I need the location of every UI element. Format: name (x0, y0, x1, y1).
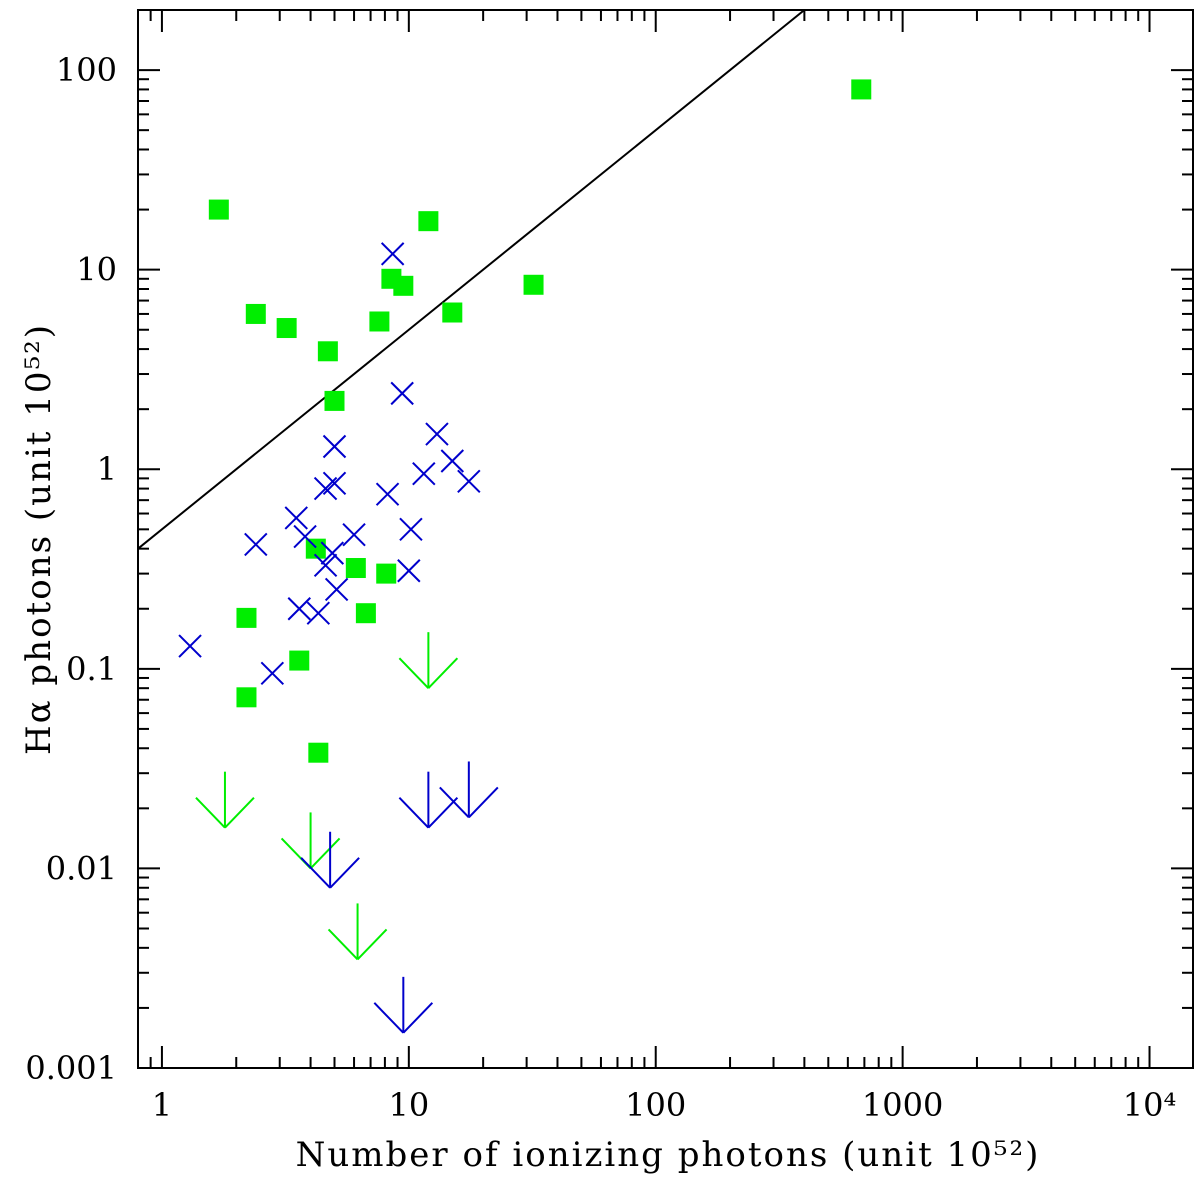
y-tick-label: 100 (56, 51, 117, 89)
blue-cross-point (425, 422, 449, 446)
green-square-point (418, 211, 439, 232)
y-tick-label: 0.001 (25, 1049, 117, 1087)
blue-cross-point (390, 381, 414, 406)
y-tick-label: 0.01 (46, 849, 117, 887)
green-square-point (208, 199, 229, 220)
blue-cross-point (440, 449, 465, 473)
upper-limit-arrow (398, 771, 459, 829)
green-square-point (276, 318, 297, 339)
blue-cross-point (320, 541, 345, 565)
x-axis-title: Number of ionizing photons (unit 10⁵²) (296, 1135, 1041, 1175)
x-tick-label: 10⁴ (1123, 1086, 1177, 1124)
x-tick-label: 100 (625, 1086, 686, 1124)
upper-limit-arrow (300, 831, 360, 889)
blue-cross-point (293, 524, 317, 549)
tick-labels: 1 10 100 1000 10⁴ 0.001 0.01 0.1 1 10 100 (25, 51, 1176, 1124)
blue-cross-point (322, 434, 347, 459)
blue-cross-point (284, 506, 308, 530)
y-tick-label: 10 (76, 251, 117, 289)
blue-cross-point (457, 469, 481, 494)
green-square-point (355, 603, 376, 624)
blue-cross-point (342, 522, 366, 547)
blue-cross-point (178, 634, 202, 658)
green-square-point (236, 607, 257, 628)
y-axis-title: Hα photons (unit 10⁵²) (19, 323, 59, 755)
blue-cross-point (397, 559, 421, 583)
green-square-point (851, 79, 872, 100)
upper-limit-arrow (195, 771, 255, 829)
blue-cross-point (260, 661, 285, 685)
blue-cross-point (399, 517, 423, 542)
green-square-point (236, 687, 257, 708)
blue-cross-point (324, 577, 349, 602)
x-tick-label: 1 (152, 1086, 172, 1124)
blue-cross-point (313, 476, 338, 501)
upper-limit-arrow (398, 632, 459, 689)
axis-ticks (137, 9, 1193, 1069)
blue-cross-point (244, 532, 268, 557)
y-tick-label: 1 (97, 450, 117, 488)
green-square-point (369, 311, 390, 332)
reference-line-layer (138, 10, 806, 550)
blue-cross-point (375, 482, 400, 506)
green-square-point (317, 341, 338, 362)
green-square-point (245, 303, 266, 324)
blue-cross-point (380, 242, 405, 266)
blue-cross-point (287, 597, 311, 621)
blue-cross-point (306, 601, 331, 625)
blue-cross-point (412, 461, 436, 486)
x-tick-label: 10 (388, 1086, 429, 1124)
blue-cross-point (313, 553, 338, 578)
plot-frame (137, 9, 1194, 1069)
green-square-point (376, 563, 397, 584)
data-points (178, 79, 872, 1034)
x-tick-label: 1000 (862, 1086, 943, 1124)
green-square-point (324, 390, 345, 411)
reference-line (138, 10, 806, 550)
green-square-point (289, 650, 310, 671)
green-square-point (393, 275, 414, 296)
green-square-point (345, 558, 366, 579)
upper-limit-arrow (327, 903, 388, 961)
green-square-point (442, 302, 463, 323)
y-tick-label: 0.1 (66, 650, 117, 688)
green-square-point (308, 742, 329, 763)
green-square-point (523, 274, 544, 295)
upper-limit-arrow (373, 976, 434, 1034)
upper-limit-arrow (439, 761, 499, 819)
